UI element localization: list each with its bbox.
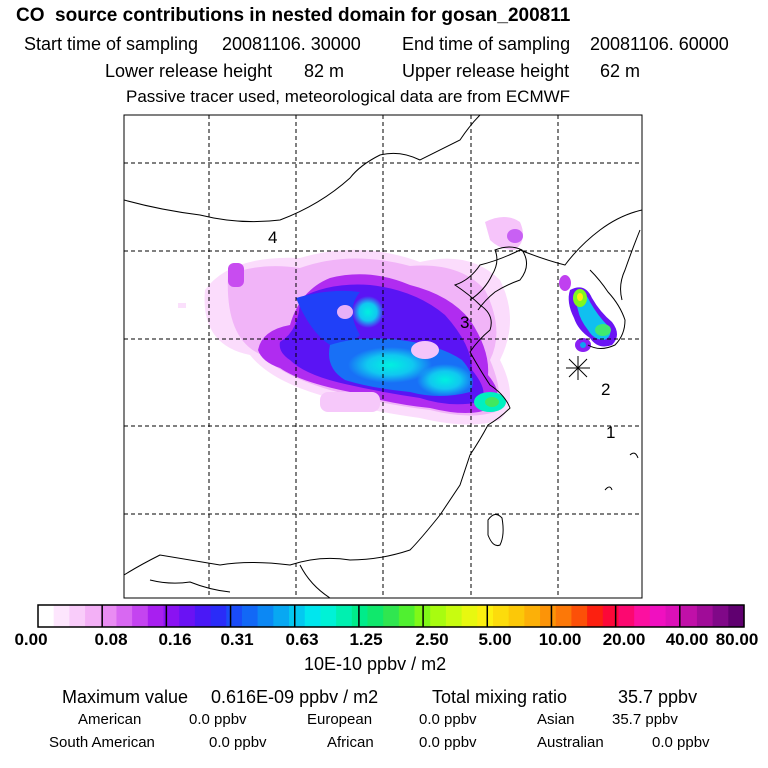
colorbar-swatch (194, 605, 212, 627)
coastlines (124, 115, 642, 598)
colorbar-swatch (681, 605, 698, 627)
colorbar-swatch (257, 605, 274, 627)
lower-height-label: Lower release height (105, 61, 273, 81)
colorbar-swatch (477, 605, 494, 627)
colorbar-tick: 5.00 (478, 630, 512, 649)
region-label-1: 1 (606, 423, 615, 442)
colorbar-swatch (367, 605, 384, 627)
colorbar-tick: 0.16 (158, 630, 192, 649)
start-time-label: Start time of sampling (24, 34, 199, 54)
colorbar-tick: 40.00 (665, 630, 709, 649)
colorbar-swatch (634, 605, 651, 627)
colorbar-swatch (618, 605, 635, 627)
colorbar-swatch (179, 605, 196, 627)
upper-height-label: Upper release height (402, 61, 570, 81)
colorbar-swatch (304, 605, 321, 627)
map-title: CO source contributions in nested domain… (16, 5, 571, 26)
colorbar-swatch (147, 605, 165, 627)
colorbar-swatch (508, 605, 525, 627)
colorbar-swatch (665, 605, 682, 627)
end-time-value: 20081106. 60000 (590, 34, 729, 54)
lower-height-value: 82 m (304, 61, 345, 81)
receptor-marker-icon (566, 356, 590, 380)
colorbar-swatch (383, 605, 400, 627)
colorbar-swatch (69, 605, 86, 627)
colorbar-swatch (430, 605, 447, 627)
colorbar-swatch (320, 605, 337, 627)
colorbar-tick: 0.63 (285, 630, 319, 649)
colorbar-swatch (445, 605, 463, 627)
colorbar-tick: 2.50 (415, 630, 449, 649)
colorbar-swatch (163, 605, 180, 627)
region-label-3: 3 (460, 313, 469, 332)
colorbar-swatch (273, 605, 290, 627)
colorbar-swatch (540, 605, 557, 627)
end-time-label: End time of sampling (402, 34, 571, 54)
colorbar-swatch (132, 605, 149, 627)
colorbar-swatch (100, 605, 118, 627)
concentration-field (178, 217, 617, 425)
region-value: 0.0 ppbv (189, 711, 247, 728)
colorbar-swatch (398, 605, 416, 627)
colorbar-swatch (587, 605, 604, 627)
colorbar-swatch (53, 605, 70, 627)
colorbar-swatch (38, 605, 55, 627)
colorbar-dividers (101, 605, 681, 627)
colorbar-unit-label: 10E-10 ppbv / m2 (304, 654, 447, 674)
max-value: 0.616E-09 ppbv / m2 (211, 687, 379, 707)
colorbar-swatch (728, 605, 745, 627)
colorbar-tick: 80.00 (715, 630, 759, 649)
colorbar-swatch (602, 605, 620, 627)
region-value: 0.0 ppbv (209, 734, 267, 751)
region-name: African (327, 734, 374, 751)
colorbar-tick: 0.31 (220, 630, 254, 649)
region-label-4: 4 (268, 228, 277, 247)
upper-height-value: 62 m (600, 61, 641, 81)
tracer-note: Passive tracer used, meteorological data… (126, 87, 571, 106)
region-value: 0.0 ppbv (419, 734, 477, 751)
total-mixing-value: 35.7 ppbv (618, 687, 698, 707)
colorbar-tick: 0.08 (94, 630, 128, 649)
colorbar-swatch (116, 605, 133, 627)
colorbar-tick: 10.00 (538, 630, 582, 649)
region-value: 0.0 ppbv (419, 711, 477, 728)
colorbar-swatch (226, 605, 243, 627)
colorbar-swatch (289, 605, 306, 627)
region-value: 0.0 ppbv (652, 734, 710, 751)
colorbar-swatch (649, 605, 667, 627)
colorbar-swatch (712, 605, 729, 627)
colorbar-swatch (85, 605, 102, 627)
region-name: Australian (537, 734, 604, 751)
region-label-2: 2 (601, 380, 610, 399)
colorbar-tick: 20.00 (602, 630, 646, 649)
colorbar-tick: 1.25 (349, 630, 383, 649)
lat-lon-grid (124, 115, 642, 598)
colorbar-swatch (492, 605, 510, 627)
region-name: Asian (537, 711, 575, 728)
colorbar (38, 605, 745, 627)
max-value-label: Maximum value (62, 687, 189, 707)
colorbar-swatch (571, 605, 588, 627)
colorbar-swatch (241, 605, 259, 627)
colorbar-swatch (696, 605, 714, 627)
map-frame (123, 114, 643, 599)
colorbar-swatch (210, 605, 227, 627)
region-name: South American (49, 734, 155, 751)
total-mixing-label: Total mixing ratio (432, 687, 568, 707)
colorbar-swatch (555, 605, 573, 627)
region-name: European (307, 711, 373, 728)
colorbar-swatch (461, 605, 478, 627)
start-time-value: 20081106. 30000 (222, 34, 361, 54)
colorbar-swatch (524, 605, 541, 627)
region-value: 35.7 ppbv (612, 711, 678, 728)
colorbar-frame (37, 604, 745, 628)
colorbar-swatch (351, 605, 369, 627)
colorbar-tick: 0.00 (14, 630, 48, 649)
colorbar-swatch (336, 605, 353, 627)
region-name: American (78, 711, 142, 728)
